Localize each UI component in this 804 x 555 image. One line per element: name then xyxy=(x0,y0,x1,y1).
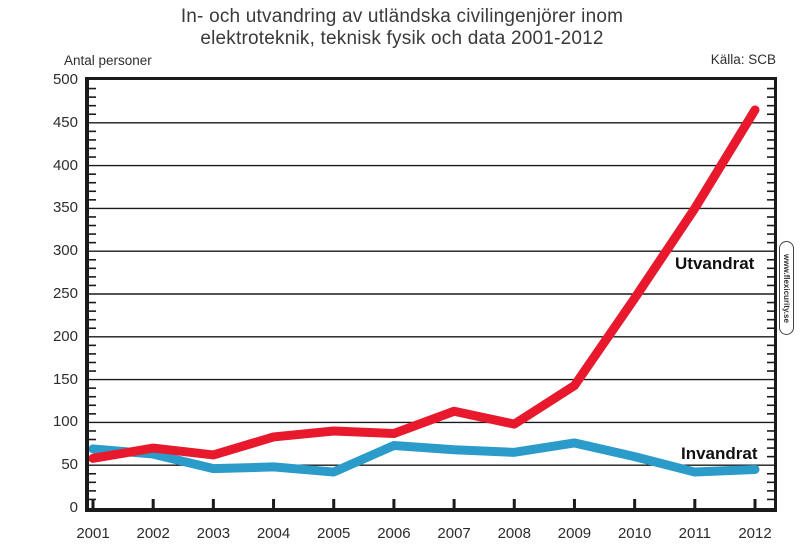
y-tick-label-200: 200 xyxy=(52,327,78,345)
series-label-utvandrat: Utvandrat xyxy=(675,254,755,273)
x-tick-label-2008: 2008 xyxy=(497,525,531,542)
y-tick-label-150: 150 xyxy=(52,370,78,388)
y-tick-label-100: 100 xyxy=(52,413,78,431)
chart-title-line2: elektroteknik, teknisk fysik och data 20… xyxy=(200,28,604,49)
invandrat-line xyxy=(89,438,760,477)
x-tick-label-2006: 2006 xyxy=(377,525,411,542)
chart-canvas xyxy=(89,87,774,508)
y-axis-title: Antal personer xyxy=(64,53,152,68)
x-tick-label-2007: 2007 xyxy=(437,525,471,542)
y-tick-label-400: 400 xyxy=(52,156,78,174)
watermark: www.flexicurity.se xyxy=(779,241,794,335)
x-tick-label-2010: 2010 xyxy=(617,525,652,542)
y-tick-label-50: 50 xyxy=(61,456,78,474)
y-tick-label-450: 450 xyxy=(52,113,78,131)
plot-area: Utvandrat Invandrat xyxy=(85,77,777,512)
source-label: Källa: SCB xyxy=(710,52,776,67)
x-tick-label-2011: 2011 xyxy=(678,525,711,542)
x-tick-label-2003: 2003 xyxy=(196,525,231,542)
x-tick-label-2002: 2002 xyxy=(136,525,170,542)
chart-title: In- och utvandring av utländska civiling… xyxy=(0,6,804,50)
utvandrat-line xyxy=(89,105,760,463)
series-label-invandrat: Invandrat xyxy=(681,444,758,463)
y-tick-label-500: 500 xyxy=(52,71,78,88)
x-tick-label-2005: 2005 xyxy=(317,525,351,542)
x-tick-label-2012: 2012 xyxy=(738,525,772,542)
y-tick-label-0: 0 xyxy=(69,499,78,516)
y-tick-label-350: 350 xyxy=(52,199,78,217)
y-tick-label-300: 300 xyxy=(52,242,78,260)
x-tick-label-2009: 2009 xyxy=(557,525,592,542)
x-tick-label-2004: 2004 xyxy=(256,525,291,542)
chart-title-line1: In- och utvandring av utländska civiling… xyxy=(180,6,624,27)
x-tick-label-2001: 2001 xyxy=(76,525,110,542)
y-tick-label-250: 250 xyxy=(52,285,78,302)
